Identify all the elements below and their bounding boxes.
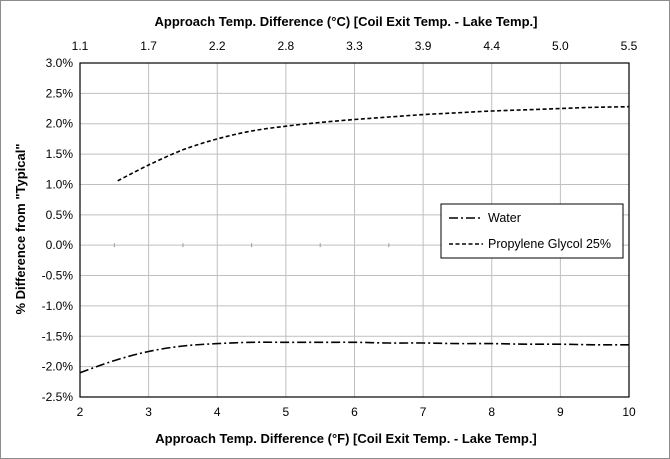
x-tick-label: 5 bbox=[283, 405, 290, 419]
legend-water-label: Water bbox=[488, 211, 521, 225]
legend-glycol-label: Propylene Glycol 25% bbox=[488, 237, 611, 251]
x2-tick-label: 2.2 bbox=[209, 39, 226, 53]
x2-axis-tick-labels: 1.1 1.7 2.2 2.8 3.3 3.9 4.4 5.0 5.5 bbox=[72, 39, 638, 53]
x2-axis-title: Approach Temp. Difference (°C) [Coil Exi… bbox=[155, 14, 538, 29]
gridlines bbox=[80, 63, 629, 397]
x-tick-label: 4 bbox=[214, 405, 221, 419]
x2-tick-label: 1.7 bbox=[140, 39, 157, 53]
x-tick-label: 6 bbox=[351, 405, 358, 419]
series-lines bbox=[79, 105, 630, 374]
y-tick-label: -1.5% bbox=[42, 329, 74, 343]
y-tick-label: 3.0% bbox=[46, 56, 74, 70]
y-tick-label: -2.5% bbox=[42, 390, 74, 404]
x-tick-label: 9 bbox=[557, 405, 564, 419]
x2-tick-label: 1.1 bbox=[72, 39, 89, 53]
y-tick-label: 0.0% bbox=[46, 238, 74, 252]
series-line-water bbox=[79, 341, 630, 374]
y-axis-title: % Difference from "Typical" bbox=[13, 143, 28, 314]
x-tick-label: 2 bbox=[77, 405, 84, 419]
x2-tick-label: 3.3 bbox=[346, 39, 363, 53]
x2-tick-label: 2.8 bbox=[278, 39, 295, 53]
x-tick-label: 7 bbox=[420, 405, 427, 419]
y-tick-label: 1.5% bbox=[46, 147, 74, 161]
x2-tick-label: 5.5 bbox=[621, 39, 638, 53]
y-tick-label: -1.0% bbox=[42, 299, 74, 313]
y-tick-label: 2.0% bbox=[46, 117, 74, 131]
x2-tick-label: 4.4 bbox=[483, 39, 500, 53]
x-axis-tick-labels: 2 3 4 5 6 7 8 9 10 bbox=[77, 405, 636, 419]
x-tick-label: 8 bbox=[488, 405, 495, 419]
x-axis-title: Approach Temp. Difference (°F) [Coil Exi… bbox=[155, 431, 537, 446]
y-tick-label: -2.0% bbox=[42, 360, 74, 374]
series-line-propylene-glycol-25 bbox=[117, 105, 630, 182]
plot-border bbox=[79, 62, 630, 398]
y-tick-label: 2.5% bbox=[46, 86, 74, 100]
y-axis-tick-labels: -2.5% -2.0% -1.5% -1.0% -0.5% 0.0% 0.5% 1.0% 1.5… bbox=[42, 56, 74, 404]
legend-box bbox=[440, 203, 624, 259]
legend: Water Propylene Glycol 25% bbox=[440, 203, 624, 259]
x2-tick-label: 5.0 bbox=[552, 39, 569, 53]
y-tick-label: 0.5% bbox=[46, 208, 74, 222]
y-tick-label: 1.0% bbox=[46, 177, 74, 191]
x-tick-label: 10 bbox=[622, 405, 636, 419]
y-tick-label: -0.5% bbox=[42, 269, 74, 283]
x-tick-label: 3 bbox=[145, 405, 152, 419]
x2-tick-label: 3.9 bbox=[415, 39, 432, 53]
